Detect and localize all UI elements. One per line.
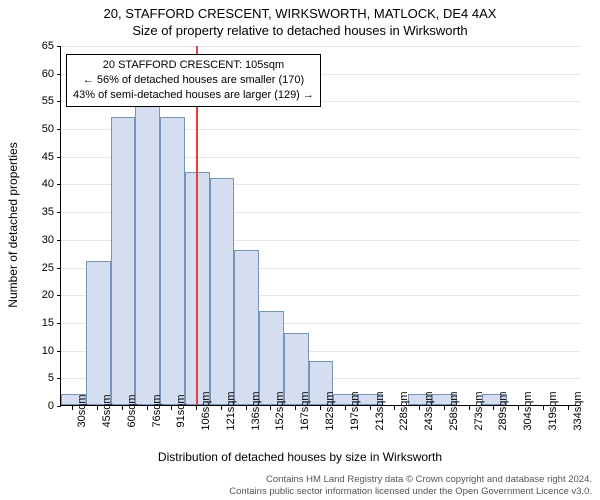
annotation-box: 20 STAFFORD CRESCENT: 105sqm ← 56% of de… <box>66 54 321 107</box>
y-tick-label: 55 <box>42 95 54 107</box>
histogram-bar <box>86 261 111 405</box>
histogram-bar <box>160 117 185 405</box>
y-tick-label: 0 <box>48 400 54 412</box>
plot-area: 20 STAFFORD CRESCENT: 105sqm ← 56% of de… <box>60 46 580 406</box>
chart-container: 20, STAFFORD CRESCENT, WIRKSWORTH, MATLO… <box>0 0 600 500</box>
histogram-bar <box>234 250 259 405</box>
x-tick-label: 228sqm <box>398 391 410 430</box>
x-tick-label: 334sqm <box>572 391 584 430</box>
x-tick-label: 91sqm <box>175 394 187 427</box>
y-tick-label: 15 <box>42 317 54 329</box>
y-tick-label: 40 <box>42 178 54 190</box>
y-tick-label: 45 <box>42 151 54 163</box>
y-tick-label: 5 <box>48 372 54 384</box>
y-tick-label: 30 <box>42 234 54 246</box>
x-tick-label: 76sqm <box>151 394 163 427</box>
y-tick-label: 50 <box>42 123 54 135</box>
x-tick-label: 30sqm <box>76 394 88 427</box>
x-tick-label: 258sqm <box>448 391 460 430</box>
x-tick-label: 45sqm <box>101 394 113 427</box>
footer-line-1: Contains HM Land Registry data © Crown c… <box>229 474 592 486</box>
x-tick-label: 213sqm <box>374 391 386 430</box>
y-axis-label: Number of detached properties <box>6 142 20 307</box>
y-tick-label: 60 <box>42 68 54 80</box>
x-tick-label: 243sqm <box>423 391 435 430</box>
x-axis-label: Distribution of detached houses by size … <box>0 450 600 464</box>
y-tick-label: 10 <box>42 345 54 357</box>
x-tick-label: 182sqm <box>324 391 336 430</box>
footer-line-2: Contains public sector information licen… <box>229 486 592 498</box>
histogram-bar <box>210 178 235 405</box>
x-tick-label: 273sqm <box>473 391 485 430</box>
y-tick-label: 20 <box>42 289 54 301</box>
x-tick-label: 289sqm <box>497 391 509 430</box>
x-tick-label: 152sqm <box>274 391 286 430</box>
x-tick-label: 60sqm <box>126 394 138 427</box>
footer: Contains HM Land Registry data © Crown c… <box>229 474 592 498</box>
histogram-bar <box>135 106 160 405</box>
x-tick-label: 304sqm <box>522 391 534 430</box>
y-tick-label: 65 <box>42 40 54 52</box>
x-tick-label: 121sqm <box>225 391 237 430</box>
histogram-bar <box>111 117 136 405</box>
annotation-line-1: 20 STAFFORD CRESCENT: 105sqm <box>73 58 314 73</box>
y-tick-label: 35 <box>42 206 54 218</box>
title-sub: Size of property relative to detached ho… <box>0 21 600 38</box>
annotation-line-3: 43% of semi-detached houses are larger (… <box>73 88 314 103</box>
x-tick-label: 197sqm <box>349 391 361 430</box>
annotation-line-2: ← 56% of detached houses are smaller (17… <box>73 73 314 88</box>
x-tick-label: 106sqm <box>200 391 212 430</box>
x-tick-label: 319sqm <box>547 391 559 430</box>
y-tick-label: 25 <box>42 262 54 274</box>
title-main: 20, STAFFORD CRESCENT, WIRKSWORTH, MATLO… <box>0 0 600 21</box>
x-tick-label: 167sqm <box>299 391 311 430</box>
x-tick-label: 136sqm <box>250 391 262 430</box>
